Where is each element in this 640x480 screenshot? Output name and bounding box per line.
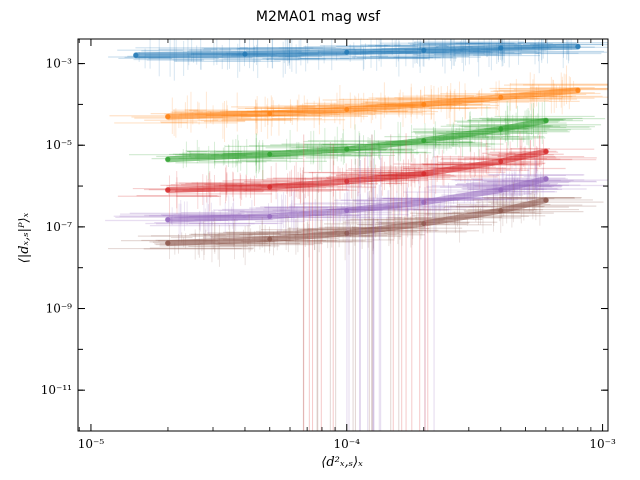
- data-point: [267, 110, 273, 116]
- series-line: [164, 148, 549, 194]
- series-line: [132, 43, 581, 59]
- data-point: [133, 52, 139, 58]
- series-line: [164, 117, 549, 163]
- data-point: [344, 208, 350, 214]
- data-point: [344, 107, 350, 113]
- data-point: [575, 44, 581, 50]
- data-point: [344, 230, 350, 236]
- y-tick-label: 10⁻¹¹: [41, 383, 72, 397]
- data-point: [575, 87, 581, 93]
- y-tick-label: 10⁻³: [46, 57, 73, 71]
- data-point: [267, 151, 273, 157]
- long-error-bars: [302, 133, 435, 431]
- data-point: [543, 176, 549, 182]
- y-tick-label: 10⁻⁷: [46, 220, 73, 234]
- data-point: [165, 114, 171, 120]
- data-point: [498, 208, 504, 214]
- data-point: [498, 126, 504, 132]
- data-point: [267, 184, 273, 190]
- series-4: [117, 131, 597, 217]
- data-point: [165, 240, 171, 246]
- x-tick-label: 10⁻⁵: [78, 437, 105, 451]
- series-line: [164, 197, 549, 247]
- data-point: [543, 118, 549, 124]
- x-axis-label: ⟨d²ₓ,ₛ⟩ₓ: [321, 455, 363, 470]
- data-point: [267, 236, 273, 242]
- data-point: [498, 158, 504, 164]
- data-point: [344, 49, 350, 55]
- series-2: [109, 65, 608, 143]
- chart-title: M2MA01 mag wsf: [256, 9, 381, 25]
- data-point: [242, 51, 248, 57]
- data-point: [344, 178, 350, 184]
- data-point: [165, 217, 171, 223]
- data-point: [421, 101, 427, 107]
- plot-area: [105, 39, 608, 431]
- data-point: [421, 138, 427, 144]
- y-tick-label: 10⁻⁹: [46, 302, 73, 316]
- series-line: [164, 87, 581, 120]
- data-point: [421, 47, 427, 53]
- data-point: [344, 146, 350, 152]
- series-1: [108, 39, 608, 81]
- data-point: [421, 199, 427, 205]
- x-tick-label: 10⁻³: [589, 437, 616, 451]
- y-axis-label: ⟨|dₓ,ₛ|ᴾ⟩ₓ: [17, 212, 32, 263]
- series-5: [105, 157, 608, 245]
- data-point: [267, 213, 273, 219]
- data-point: [421, 171, 427, 177]
- data-point: [165, 187, 171, 193]
- data-point: [543, 149, 549, 155]
- data-point: [543, 197, 549, 203]
- plot-frame: [77, 38, 609, 432]
- axis-ticks: 10⁻⁵ 10⁻⁴ 10⁻³ 10⁻³ 10⁻⁵ 10⁻⁷ 10⁻⁹ 10⁻¹¹: [41, 39, 616, 451]
- series-line: [164, 175, 549, 223]
- data-point: [498, 187, 504, 193]
- x-tick-label: 10⁻⁴: [334, 437, 361, 451]
- data-point: [165, 156, 171, 162]
- series-3: [129, 100, 606, 181]
- data-point: [498, 94, 504, 100]
- y-tick-label: 10⁻⁵: [46, 138, 73, 152]
- data-point: [421, 221, 427, 227]
- data-point: [498, 45, 504, 51]
- series-6: [108, 180, 604, 267]
